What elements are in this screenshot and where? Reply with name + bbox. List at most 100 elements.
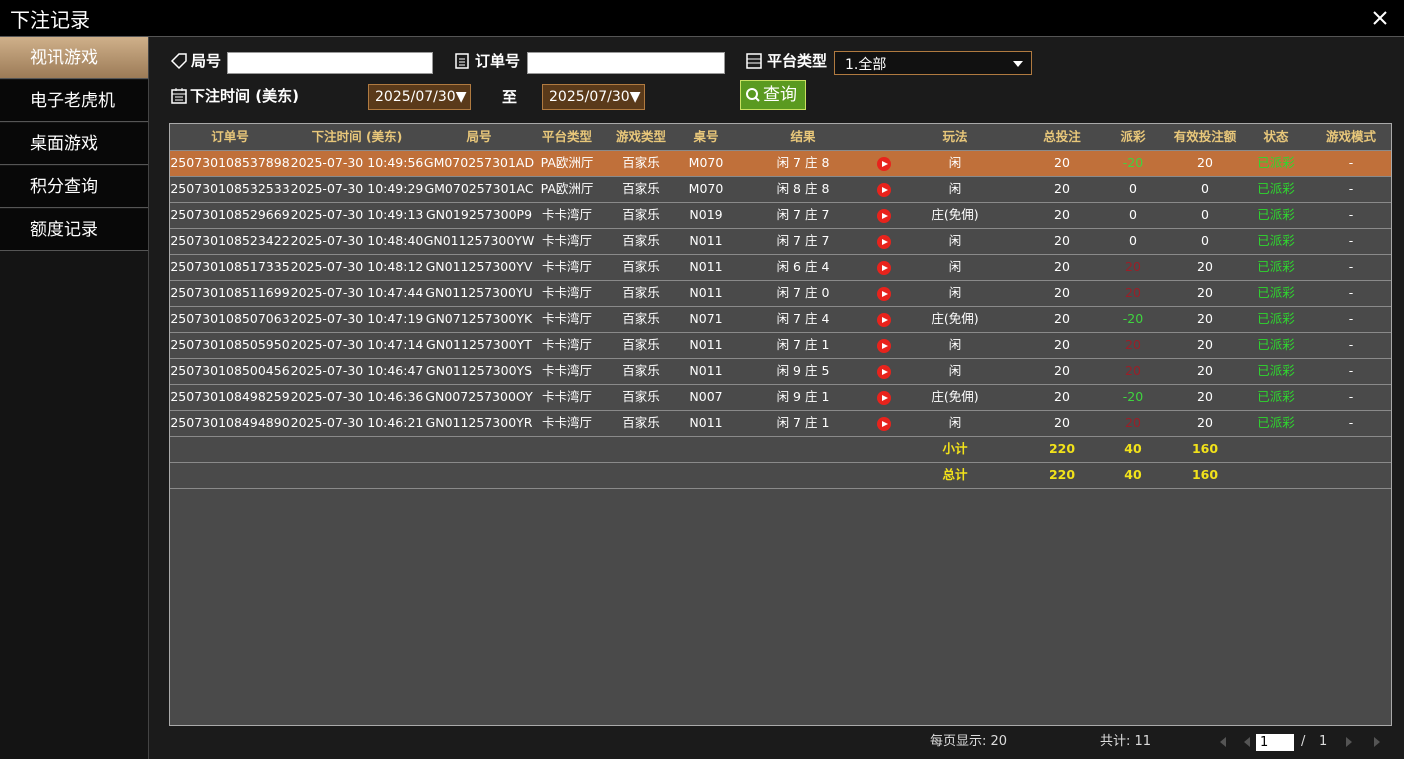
- column-header: 状态: [1263, 129, 1289, 144]
- table-cell: 20: [1054, 311, 1070, 326]
- table-cell: 250730108511699: [170, 285, 290, 300]
- round-input[interactable]: [227, 52, 433, 74]
- table-cell: 2025-07-30 10:49:56: [290, 155, 424, 170]
- table-cell: -: [1348, 389, 1354, 404]
- date-from-text: 2025/07/30: [375, 89, 456, 105]
- table-cell: -20: [1122, 389, 1144, 404]
- table-cell: 0: [1129, 233, 1137, 248]
- table-cell: 百家乐: [622, 207, 660, 222]
- close-button[interactable]: [1373, 11, 1387, 25]
- table-cell: 已派彩: [1257, 233, 1295, 248]
- table-cell: 闲: [948, 259, 962, 274]
- table-cell: 百家乐: [622, 181, 660, 196]
- table-cell: 已派彩: [1257, 337, 1295, 352]
- play-triangle: [882, 420, 888, 427]
- page-input[interactable]: 1: [1256, 734, 1294, 751]
- sidebar-item[interactable]: 桌面游戏: [0, 123, 148, 165]
- total-count: 共计: 11: [1100, 734, 1152, 749]
- table-cell: N019: [689, 207, 723, 222]
- table-cell: 0: [1201, 233, 1209, 248]
- column-header: 派彩: [1120, 129, 1146, 144]
- page-count: 1: [1319, 734, 1328, 749]
- table-cell: 已派彩: [1257, 207, 1295, 222]
- table-cell: 20: [1197, 389, 1213, 404]
- platform-select[interactable]: 1.全部: [834, 51, 1032, 75]
- table-cell: GM070257301AD: [423, 155, 535, 170]
- table-cell: 闲 9 庄 1: [776, 389, 830, 404]
- play-triangle: [882, 290, 888, 297]
- first-prev-arrows[interactable]: [1220, 737, 1254, 747]
- table-cell: 百家乐: [622, 285, 660, 300]
- sidebar-item[interactable]: 视讯游戏: [0, 37, 148, 79]
- table-cell: -: [1348, 337, 1354, 352]
- table-cell: N011: [689, 233, 723, 248]
- table-cell: 百家乐: [622, 337, 660, 352]
- table-cell: 已派彩: [1257, 363, 1295, 378]
- sidebar-item[interactable]: 电子老虎机: [0, 80, 148, 122]
- table-cell: N007: [689, 389, 723, 404]
- table-cell: 百家乐: [622, 415, 660, 430]
- row-divider: [170, 176, 1391, 177]
- table-cell: 2025-07-30 10:48:12: [290, 259, 424, 274]
- replay-icon[interactable]: [877, 183, 891, 197]
- table-cell: 250730108494890: [170, 415, 290, 430]
- table-cell: 闲: [948, 155, 962, 170]
- table-cell: -: [1348, 155, 1354, 170]
- replay-icon[interactable]: [877, 313, 891, 327]
- bet-table: 订单号 下注时间 (美东) 局号 平台类型 游戏类型 桌号 结果 玩法 总投注 派彩 有效投注额 状态…: [169, 123, 1392, 726]
- table-cell: 20: [1125, 259, 1141, 274]
- summary-label: 总计: [942, 467, 968, 482]
- platform-value: 1.全部: [845, 57, 887, 73]
- search-icon: [746, 88, 760, 102]
- play-triangle: [882, 160, 888, 167]
- row-divider: [170, 410, 1391, 411]
- replay-icon[interactable]: [877, 157, 891, 171]
- search-button[interactable]: 查询: [740, 80, 806, 110]
- table-cell: 闲 7 庄 1: [776, 337, 830, 352]
- replay-icon[interactable]: [877, 261, 891, 275]
- row-divider: [170, 332, 1391, 333]
- sidebar-item[interactable]: 额度记录: [0, 209, 148, 251]
- column-header: 游戏类型: [615, 129, 667, 144]
- row-divider: [170, 306, 1391, 307]
- table-cell: 卡卡湾厅: [541, 233, 593, 248]
- replay-icon[interactable]: [877, 287, 891, 301]
- row-divider: [170, 384, 1391, 385]
- sidebar-item[interactable]: 积分查询: [0, 166, 148, 208]
- play-triangle: [882, 186, 888, 193]
- replay-icon[interactable]: [877, 417, 891, 431]
- date-to[interactable]: 2025/07/30▼: [542, 84, 645, 110]
- play-triangle: [882, 264, 888, 271]
- table-cell: 2025-07-30 10:47:44: [290, 285, 424, 300]
- row-divider: [170, 462, 1391, 463]
- table-cell: 2025-07-30 10:48:40: [290, 233, 424, 248]
- column-header: 有效投注额: [1173, 129, 1237, 144]
- table-cell: 闲 7 庄 1: [776, 415, 830, 430]
- table-cell: 20: [1125, 415, 1141, 430]
- table-cell: GN011257300YU: [425, 285, 533, 300]
- row-divider: [170, 228, 1391, 229]
- order-input[interactable]: [527, 52, 725, 74]
- table-cell: 20: [1054, 181, 1070, 196]
- table-cell: 闲: [948, 363, 962, 378]
- table-cell: 庄(免佣): [931, 207, 979, 222]
- replay-icon[interactable]: [877, 339, 891, 353]
- platform-icon: [746, 53, 762, 69]
- table-cell: 卡卡湾厅: [541, 337, 593, 352]
- table-cell: N011: [689, 415, 723, 430]
- next-last-arrows[interactable]: [1346, 737, 1380, 747]
- replay-icon[interactable]: [877, 209, 891, 223]
- table-cell: 20: [1125, 363, 1141, 378]
- play-triangle: [882, 238, 888, 245]
- table-cell: 庄(免佣): [931, 389, 979, 404]
- table-cell: N071: [689, 311, 723, 326]
- date-from[interactable]: 2025/07/30▼: [368, 84, 471, 110]
- table-cell: N011: [689, 337, 723, 352]
- table-cell: 2025-07-30 10:49:13: [290, 207, 424, 222]
- table-cell: GN011257300YT: [426, 337, 532, 352]
- replay-icon[interactable]: [877, 391, 891, 405]
- summary-label: 小计: [942, 441, 968, 456]
- replay-icon[interactable]: [877, 235, 891, 249]
- replay-icon[interactable]: [877, 365, 891, 379]
- table-cell: 0: [1129, 181, 1137, 196]
